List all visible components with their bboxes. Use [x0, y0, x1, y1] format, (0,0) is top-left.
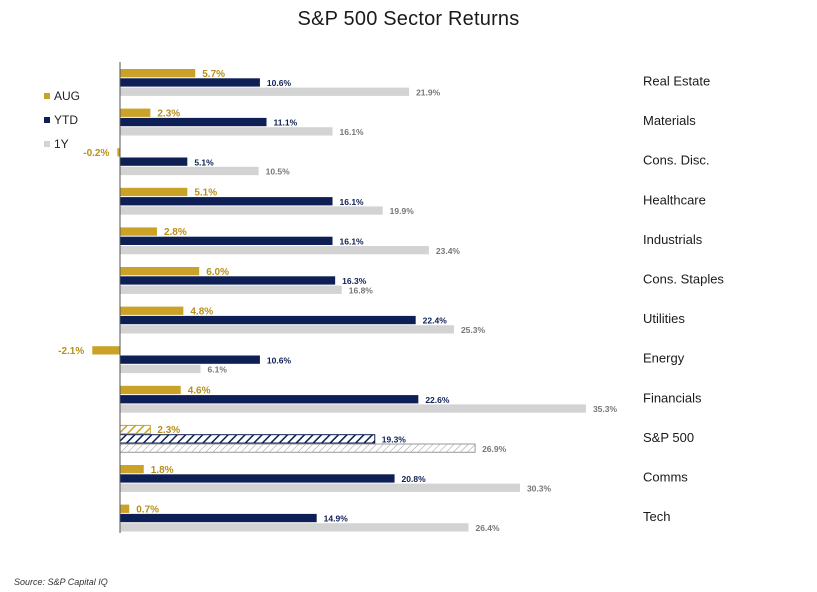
value-label-ytd-real-estate: 10.6% — [267, 78, 292, 88]
value-label-aug-healthcare: 5.1% — [194, 188, 217, 199]
bar-1y-utilities — [120, 325, 454, 334]
value-label-1y-materials: 16.1% — [340, 127, 365, 137]
value-label-ytd-financials: 22.6% — [425, 395, 450, 405]
value-label-ytd-s-p-500: 19.3% — [382, 435, 407, 445]
value-label-1y-tech: 26.4% — [475, 523, 500, 533]
bar-aug-comms — [120, 465, 144, 474]
value-label-1y-financials: 35.3% — [593, 404, 618, 414]
bar-ytd-cons-staples — [120, 276, 336, 285]
bar-1y-materials — [120, 127, 333, 136]
value-label-aug-cons-staples: 6.0% — [206, 267, 229, 278]
bar-aug-tech — [120, 504, 130, 513]
value-label-aug-s-p-500: 2.3% — [157, 425, 180, 436]
value-label-ytd-materials: 11.1% — [274, 118, 298, 128]
value-label-1y-cons-disc: 10.5% — [266, 167, 291, 177]
bar-ytd-cons-disc — [120, 157, 188, 166]
category-label-utilities: Utilities — [643, 311, 685, 326]
bar-1y-energy — [120, 364, 201, 374]
legend-label-aug: AUG — [54, 88, 81, 103]
legend-swatch-ytd — [44, 116, 50, 123]
value-label-ytd-tech: 14.9% — [324, 514, 349, 524]
legend-item-aug: AUG — [44, 88, 80, 103]
bar-ytd-materials — [120, 117, 267, 127]
value-label-1y-s-p-500: 26.9% — [482, 444, 507, 454]
category-label-s-p-500: S&P 500 — [643, 430, 694, 445]
bar-aug-cons-staples — [120, 267, 200, 276]
chart-title: S&P 500 Sector Returns — [297, 8, 520, 30]
value-label-1y-cons-staples: 16.8% — [349, 285, 374, 295]
value-label-ytd-cons-staples: 16.3% — [342, 276, 367, 286]
value-label-ytd-energy: 10.6% — [267, 355, 292, 365]
bar-aug-real-estate — [120, 69, 196, 78]
bar-1y-s-p-500 — [119, 443, 476, 453]
legend-item-1y: 1Y — [44, 136, 69, 151]
category-label-cons-staples: Cons. Staples — [643, 271, 724, 286]
category-label-industrials: Industrials — [643, 232, 703, 247]
bar-ytd-comms — [120, 474, 395, 483]
category-label-real-estate: Real Estate — [643, 73, 710, 88]
bar-aug-energy — [92, 346, 120, 355]
bar-1y-cons-disc — [120, 166, 259, 176]
bar-ytd-industrials — [120, 236, 333, 245]
bar-ytd-tech — [120, 513, 317, 523]
value-label-aug-utilities: 4.8% — [190, 306, 213, 317]
value-label-1y-healthcare: 19.9% — [390, 206, 415, 216]
bar-aug-cons-disc — [117, 148, 120, 157]
value-label-aug-comms: 1.8% — [151, 465, 174, 476]
category-label-financials: Financials — [643, 390, 702, 405]
value-label-ytd-healthcare: 16.1% — [340, 197, 365, 207]
bar-1y-cons-staples — [120, 285, 342, 294]
bar-aug-materials — [120, 108, 151, 117]
bar-ytd-financials — [120, 395, 419, 404]
legend-label-ytd: YTD — [54, 112, 78, 127]
bar-1y-financials — [120, 404, 586, 413]
category-label-materials: Materials — [643, 113, 696, 128]
bar-1y-industrials — [120, 246, 429, 255]
value-label-ytd-cons-disc: 5.1% — [194, 157, 214, 167]
value-label-1y-energy: 6.1% — [208, 365, 228, 375]
bar-ytd-energy — [120, 355, 260, 364]
bar-1y-comms — [120, 483, 520, 492]
bar-aug-industrials — [120, 227, 157, 236]
bar-aug-healthcare — [120, 187, 188, 197]
bar-1y-healthcare — [120, 206, 383, 215]
legend-item-ytd: YTD — [44, 112, 78, 127]
category-label-cons-disc: Cons. Disc. — [643, 153, 709, 168]
bar-aug-financials — [120, 385, 181, 395]
category-label-comms: Comms — [643, 469, 688, 484]
value-label-ytd-industrials: 16.1% — [340, 237, 365, 247]
value-label-1y-industrials: 23.4% — [436, 246, 461, 256]
bar-aug-s-p-500 — [119, 424, 151, 435]
legend-swatch-aug — [44, 92, 50, 99]
value-label-aug-materials: 2.3% — [157, 108, 180, 119]
value-label-aug-industrials: 2.8% — [164, 227, 187, 238]
value-label-ytd-comms: 20.8% — [402, 474, 427, 484]
bar-ytd-real-estate — [120, 78, 260, 87]
value-label-1y-comms: 30.3% — [527, 483, 552, 493]
value-label-aug-real-estate: 5.7% — [202, 69, 225, 80]
bar-aug-utilities — [120, 306, 184, 315]
category-label-tech: Tech — [643, 509, 670, 524]
value-label-aug-tech: 0.7% — [136, 504, 159, 515]
value-label-aug-cons-disc: -0.2% — [83, 148, 109, 159]
value-label-1y-real-estate: 21.9% — [416, 87, 441, 97]
bar-1y-tech — [120, 523, 469, 532]
legend-swatch-1y — [44, 140, 50, 147]
legend-label-1y: 1Y — [54, 136, 69, 151]
value-label-aug-energy: -2.1% — [58, 346, 84, 357]
category-label-healthcare: Healthcare — [643, 192, 706, 207]
bar-ytd-healthcare — [120, 197, 333, 206]
bar-1y-real-estate — [120, 87, 410, 96]
category-label-energy: Energy — [643, 351, 685, 366]
value-label-1y-utilities: 25.3% — [461, 325, 486, 335]
value-label-aug-financials: 4.6% — [188, 386, 211, 397]
source-note: Source: S&P Capital IQ — [14, 577, 108, 587]
bar-ytd-utilities — [120, 315, 416, 325]
value-label-ytd-utilities: 22.4% — [423, 316, 448, 326]
